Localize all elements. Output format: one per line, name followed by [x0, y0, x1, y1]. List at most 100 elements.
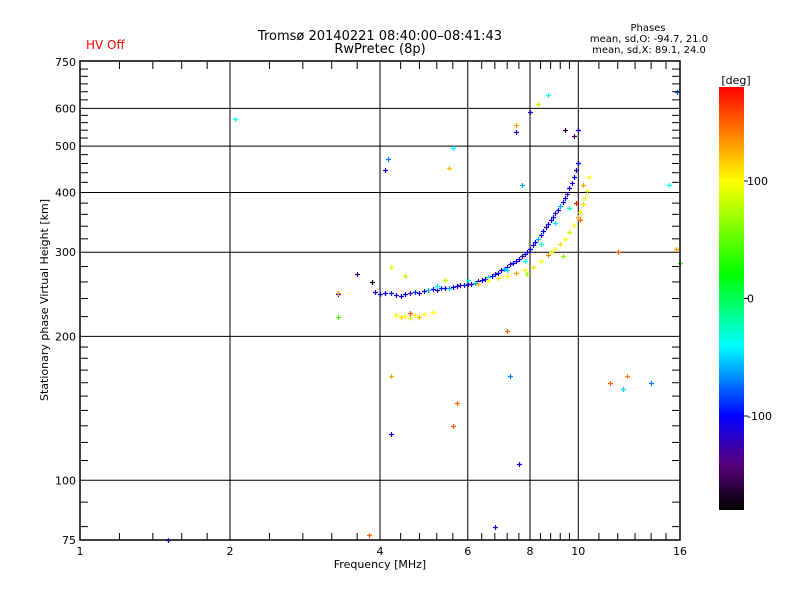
data-point	[408, 291, 413, 296]
data-point	[399, 294, 404, 299]
data-point	[355, 272, 360, 277]
grid-lines	[80, 62, 680, 540]
x-tick-label: 2	[227, 545, 234, 558]
data-point	[496, 276, 501, 281]
data-point	[514, 259, 519, 264]
data-point	[370, 280, 375, 285]
data-point	[544, 225, 549, 230]
data-point	[576, 161, 581, 166]
data-point	[514, 123, 519, 128]
x-tick-label: 16	[673, 545, 687, 558]
data-point	[496, 271, 501, 276]
data-point	[563, 196, 568, 201]
data-point	[394, 293, 399, 298]
colorbar	[719, 87, 744, 510]
data-point	[508, 374, 513, 379]
data-point	[525, 250, 530, 255]
data-point	[563, 237, 568, 242]
data-point	[546, 222, 551, 227]
data-point	[567, 186, 572, 191]
data-point	[551, 215, 556, 220]
data-point	[403, 314, 408, 319]
data-point	[373, 290, 378, 295]
data-point	[546, 93, 551, 98]
data-point	[523, 259, 528, 264]
data-point	[386, 157, 391, 162]
data-point	[541, 229, 546, 234]
data-point	[493, 525, 498, 530]
data-point	[505, 268, 510, 273]
data-point	[389, 265, 394, 270]
data-point	[431, 310, 436, 315]
data-point	[476, 282, 481, 287]
y-tick-label: 400	[55, 186, 76, 199]
data-point	[539, 259, 544, 264]
data-point	[378, 292, 383, 297]
y-tick-label: 500	[55, 140, 76, 153]
data-point	[531, 265, 536, 270]
data-point	[422, 289, 427, 294]
data-point	[493, 272, 498, 277]
data-point	[451, 285, 456, 290]
data-point	[563, 128, 568, 133]
data-point	[585, 189, 590, 194]
data-point	[426, 288, 431, 293]
data-point	[621, 387, 626, 392]
data-point	[483, 277, 488, 282]
data-point	[649, 381, 654, 386]
data-point	[546, 253, 551, 258]
chart-subtitle: RwPretec (8p)	[334, 42, 425, 57]
data-point	[336, 315, 341, 320]
phases-o-stats: mean, sd,O: -94.7, 21.0	[590, 34, 708, 45]
data-point	[674, 247, 679, 252]
data-point	[394, 313, 399, 318]
data-point	[514, 271, 519, 276]
data-point	[587, 175, 592, 180]
data-point	[567, 206, 572, 211]
data-point	[367, 533, 372, 538]
data-point	[528, 110, 533, 115]
data-point	[616, 250, 621, 255]
data-point	[383, 291, 388, 296]
data-point	[578, 210, 583, 215]
tick-labels: 1 2 4 6 8 10 16 75 100 200 300 400 500 600 750	[55, 56, 687, 558]
data-point	[455, 401, 460, 406]
data-point	[451, 424, 456, 429]
data-point	[531, 243, 536, 248]
data-point	[389, 432, 394, 437]
data-point	[558, 242, 563, 247]
data-point	[447, 166, 452, 171]
data-point	[447, 286, 452, 291]
data-point	[523, 268, 528, 273]
y-tick-label: 750	[55, 56, 76, 69]
data-point	[490, 274, 495, 279]
data-point	[675, 90, 680, 95]
data-point	[608, 381, 613, 386]
y-tick-label: 100	[55, 474, 76, 487]
data-point	[417, 315, 422, 320]
data-point	[517, 462, 522, 467]
data-point	[413, 290, 418, 295]
y-axis-label: Stationary phase Virtual Height [km]	[38, 199, 51, 401]
data-point	[565, 192, 570, 197]
data-point	[233, 117, 238, 122]
data-point	[451, 146, 456, 151]
data-point	[572, 223, 577, 228]
data-point	[520, 183, 525, 188]
data-point	[508, 262, 513, 267]
data-point	[403, 274, 408, 279]
plot-frame	[79, 60, 681, 541]
data-point	[499, 268, 504, 273]
data-point	[473, 281, 478, 286]
data-point	[578, 218, 583, 223]
y-tick-label: 75	[62, 534, 76, 547]
data-point	[413, 313, 418, 318]
data-point	[408, 311, 413, 316]
data-point	[576, 128, 581, 133]
y-tick-label: 300	[55, 246, 76, 259]
data-point	[435, 284, 440, 289]
data-point	[574, 168, 579, 173]
data-point	[383, 168, 388, 173]
data-point	[567, 230, 572, 235]
